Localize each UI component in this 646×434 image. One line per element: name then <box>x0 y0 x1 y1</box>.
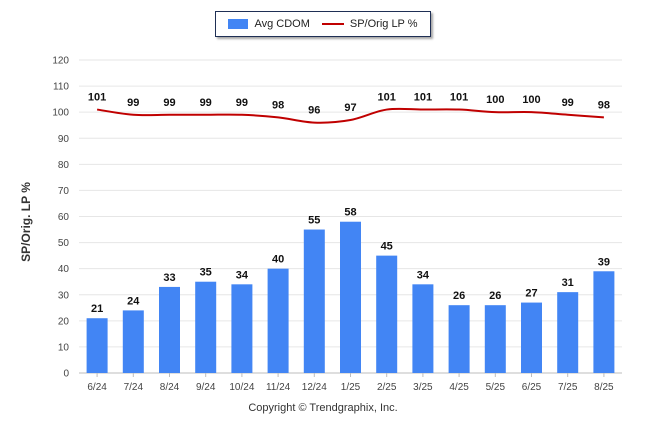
bar-data-label: 24 <box>127 295 140 307</box>
line-data-label: 99 <box>562 97 574 109</box>
x-tick-label: 6/25 <box>522 382 542 393</box>
bar <box>231 284 253 373</box>
bar <box>159 286 180 373</box>
x-tick-label: 3/25 <box>413 382 433 393</box>
y-tick-label: 10 <box>58 342 70 353</box>
x-tick-label: 7/25 <box>558 382 578 393</box>
bar <box>593 271 615 373</box>
line-data-label: 99 <box>236 97 248 109</box>
x-tick-label: 7/24 <box>124 382 144 393</box>
bar-data-label: 21 <box>91 303 103 315</box>
bar <box>521 302 542 373</box>
legend-line-label: SP/Orig LP % <box>349 18 418 30</box>
y-tick-label: 0 <box>63 369 69 380</box>
y-tick-label: 20 <box>58 316 70 327</box>
bar-data-label: 33 <box>163 272 175 284</box>
line-data-label: 100 <box>522 94 540 106</box>
x-tick-label: 6/24 <box>87 382 107 393</box>
x-tick-label: 12/24 <box>302 382 327 393</box>
line-data-label: 100 <box>486 94 504 106</box>
y-tick-label: 60 <box>58 212 70 223</box>
legend-bar-swatch <box>228 19 249 29</box>
y-tick-label: 90 <box>58 134 70 145</box>
x-tick-label: 4/25 <box>449 382 469 393</box>
bar <box>267 268 289 373</box>
y-tick-label: 50 <box>58 238 70 249</box>
y-tick-label: 110 <box>53 82 69 93</box>
bar-data-label: 26 <box>489 290 501 302</box>
y-tick-label: 80 <box>58 160 70 171</box>
legend-line-swatch <box>321 23 344 25</box>
bar-data-label: 34 <box>236 269 249 281</box>
bar <box>484 305 506 373</box>
x-tick-label: 5/25 <box>486 382 506 393</box>
bar <box>412 284 434 373</box>
line-data-label: 99 <box>127 97 139 109</box>
line-data-label: 101 <box>378 92 396 104</box>
x-tick-label: 8/25 <box>594 382 614 393</box>
copyright-text: Copyright © Trendgraphix, Inc. <box>248 402 398 414</box>
bar-data-label: 45 <box>381 241 393 253</box>
line-data-label: 98 <box>598 99 610 111</box>
y-axis-label: SP/Orig. LP % <box>19 182 33 262</box>
y-tick-label: 70 <box>58 186 70 197</box>
bar <box>448 305 470 373</box>
bar <box>376 255 398 373</box>
bar-data-label: 26 <box>453 290 465 302</box>
y-tick-label: 30 <box>58 290 70 301</box>
bar-data-label: 31 <box>562 277 574 289</box>
x-tick-label: 10/24 <box>229 382 254 393</box>
line-data-label: 97 <box>344 102 356 114</box>
legend-item-bar: Avg CDOM <box>228 18 310 30</box>
bar-data-label: 35 <box>200 267 212 279</box>
bar-data-label: 55 <box>308 215 320 227</box>
x-tick-label: 2/25 <box>377 382 397 393</box>
line-data-label: 101 <box>450 92 468 104</box>
bar <box>86 318 108 373</box>
line-data-label: 99 <box>200 97 212 109</box>
bar <box>557 292 579 373</box>
y-tick-label: 40 <box>58 264 70 275</box>
bar-data-label: 34 <box>417 269 430 281</box>
line-data-label: 98 <box>272 99 284 111</box>
line-data-label: 99 <box>163 97 175 109</box>
line-series-sp-orig-lp <box>96 107 604 124</box>
bar <box>303 229 325 373</box>
legend: Avg CDOM SP/Orig LP % <box>215 11 431 37</box>
legend-bar-label: Avg CDOM <box>254 18 310 30</box>
x-tick-label: 1/25 <box>341 382 361 393</box>
x-tick-label: 11/24 <box>266 382 291 393</box>
x-tick-label: 8/24 <box>160 382 180 393</box>
x-tick-label: 9/24 <box>196 382 216 393</box>
bar-data-label: 58 <box>344 207 356 219</box>
bar-data-label: 40 <box>272 254 284 266</box>
line-data-label: 101 <box>88 92 106 104</box>
bar <box>122 310 144 373</box>
bar <box>195 281 217 373</box>
legend-item-line: SP/Orig LP % <box>321 18 418 30</box>
bar-data-label: 39 <box>598 256 610 268</box>
y-tick-label: 100 <box>52 108 69 119</box>
bar <box>340 221 361 373</box>
line-data-label: 96 <box>308 105 320 117</box>
line-data-label: 101 <box>414 92 432 104</box>
y-tick-label: 120 <box>52 56 69 67</box>
bar-data-label: 27 <box>525 288 537 300</box>
